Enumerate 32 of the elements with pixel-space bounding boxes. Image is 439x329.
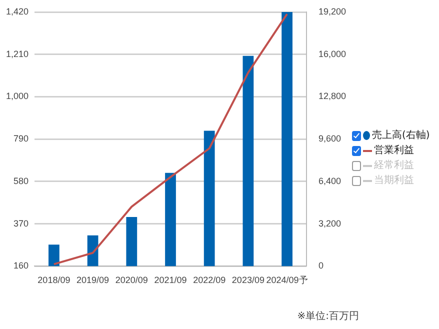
bar: [126, 216, 138, 266]
x-tick-label: 2018/09: [38, 275, 70, 286]
y2-tick-label: 9,600: [318, 134, 342, 144]
y-tick-label: 790: [13, 134, 29, 144]
x-tick-label: 2021/09: [154, 275, 187, 286]
bar: [204, 130, 215, 266]
y-tick-label: 370: [13, 218, 29, 228]
text: ※単位:百万円: [297, 310, 359, 323]
bar: [282, 12, 292, 266]
y2-tick-label: 6,400: [318, 176, 342, 186]
y2-tick-label: 16,000: [318, 48, 346, 59]
y-tick-label: 1,000: [6, 91, 29, 102]
y2-tick-label: 3,200: [318, 218, 342, 228]
bar: [242, 56, 254, 266]
x-tick-label: 2023/09: [232, 275, 264, 286]
y-tick-label: 160: [13, 260, 29, 271]
y2-tick-label: 0: [318, 260, 324, 271]
legend-label: 経常利益: [374, 158, 414, 173]
y2-tick-label: 19,200: [318, 6, 346, 16]
x-tick-label: 2019/09: [76, 275, 110, 286]
y-tick-label: 1,210: [6, 48, 29, 59]
x-tick-label: 2022/09: [193, 275, 226, 286]
y-tick-label: 1,420: [6, 6, 29, 16]
legend-label: 当期利益: [374, 174, 414, 188]
x-tick-label: 2020/09: [115, 275, 148, 286]
bar: [48, 244, 60, 266]
y2-tick-label: 12,800: [318, 91, 346, 102]
x-tick-label: 2024/09予: [266, 275, 308, 286]
legend-label: 営業利益: [374, 144, 414, 158]
legend-label: 売上高(右軸): [372, 128, 430, 143]
y-tick-label: 580: [13, 176, 29, 186]
bar: [165, 172, 176, 266]
